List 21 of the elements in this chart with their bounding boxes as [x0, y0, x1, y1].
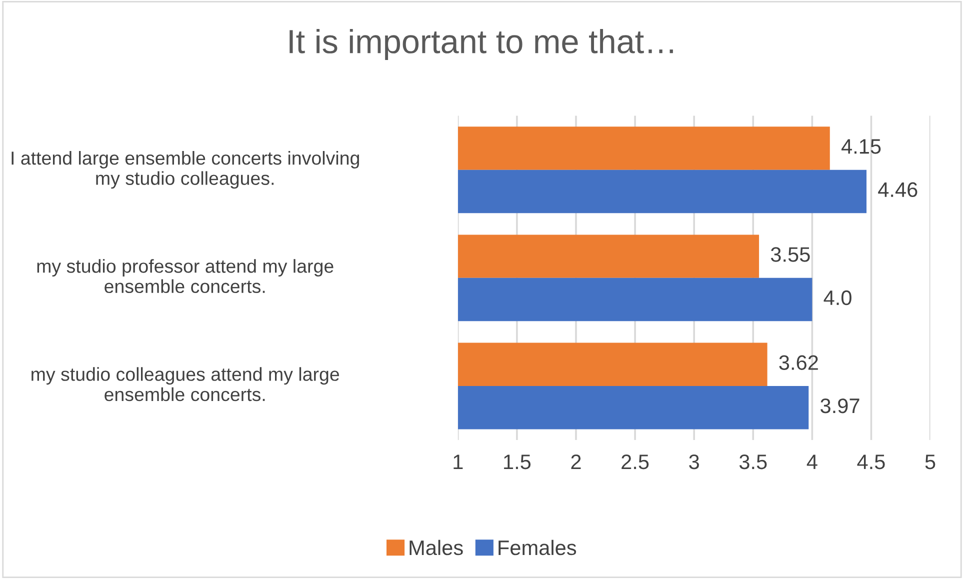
data-label: 3.55 — [770, 247, 810, 262]
data-label: 4.15 — [841, 139, 881, 154]
x-tick-label: 3 — [689, 454, 699, 470]
x-tick-label: 4.5 — [857, 454, 885, 470]
x-tick-label: 2 — [571, 454, 581, 470]
chart-title: It is important to me that… — [290, 28, 673, 60]
data-label: 4.0 — [824, 290, 852, 306]
x-tick-label: 4 — [806, 454, 818, 470]
legend-label: Males — [410, 540, 463, 556]
data-label: 3.97 — [820, 398, 860, 414]
data-label: 4.46 — [878, 182, 918, 198]
y-tick-label: my studio colleagues attend my large ensemble concerts. — [32, 367, 340, 402]
x-tick-label: 5 — [925, 454, 936, 470]
x-tick-label: 2.5 — [622, 454, 649, 470]
data-label: 3.62 — [779, 355, 818, 370]
y-tick-label: my studio professor attend my large ensemble concerts. — [37, 259, 334, 294]
legend-label: Females — [498, 540, 576, 556]
x-tick-label: 3.5 — [739, 454, 767, 470]
x-tick-label: 1.5 — [504, 454, 531, 470]
x-tick-label: 1 — [454, 454, 463, 470]
y-tick-label: I attend large ensemble concerts involving my studio colleagues. — [12, 151, 359, 189]
